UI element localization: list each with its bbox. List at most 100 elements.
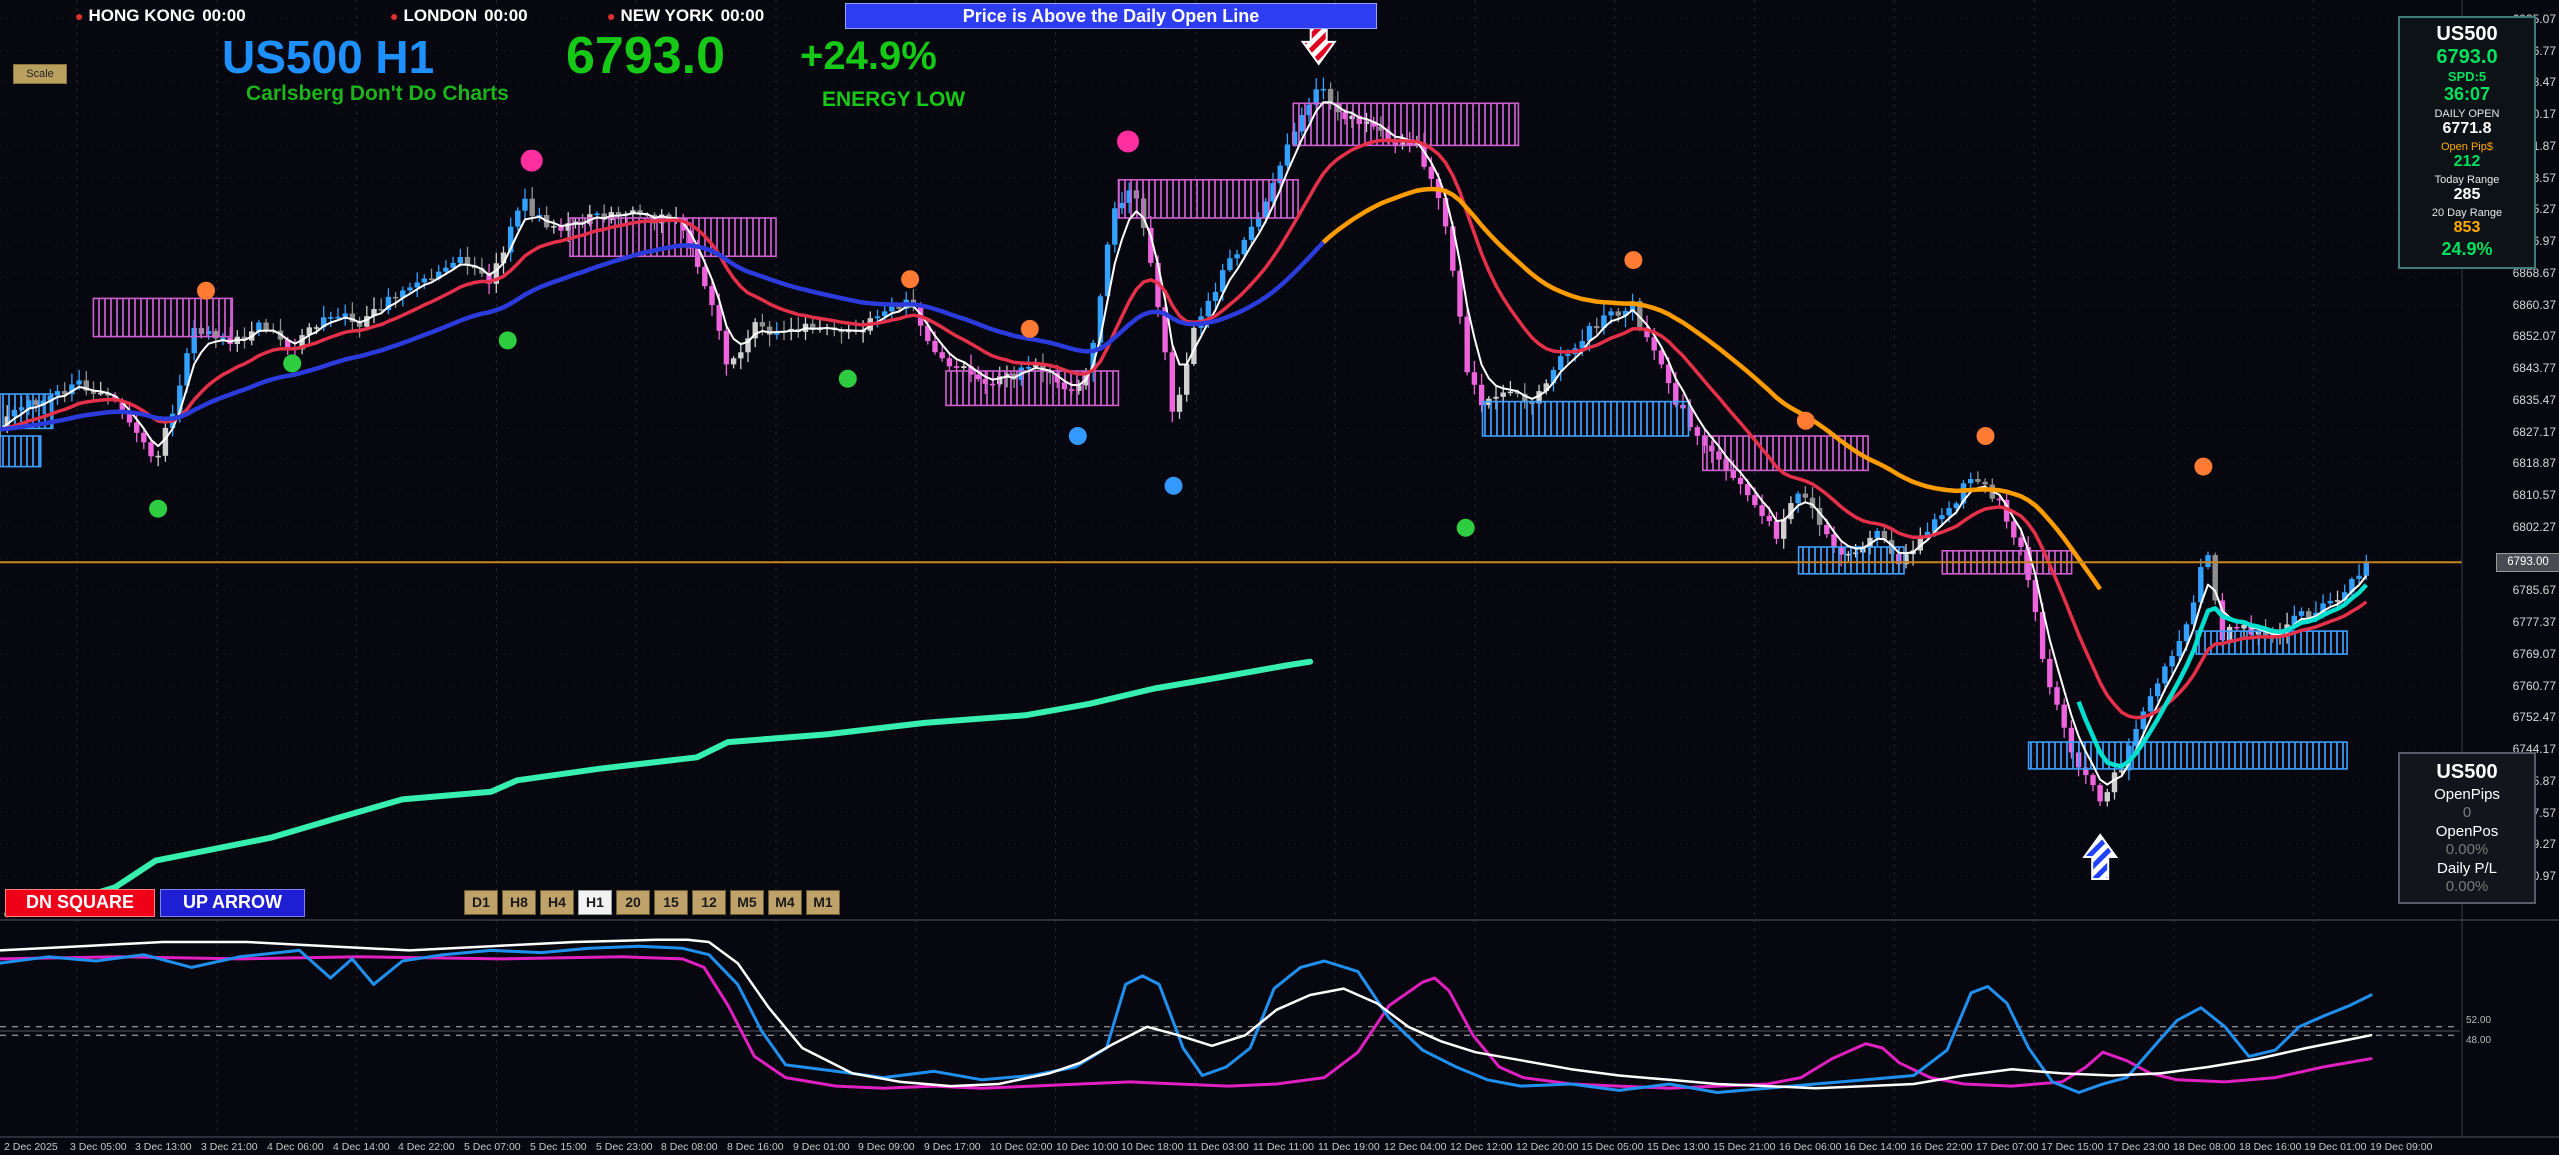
session-time: 00:00: [720, 6, 765, 25]
today-range-value: 285: [2453, 186, 2481, 203]
price-axis-label: 6769.07: [2512, 647, 2556, 661]
time-axis-label: 12 Dec 12:00: [1450, 1141, 1513, 1153]
day20-range-label: 20 Day Range: [2431, 207, 2503, 219]
up-arrow-button[interactable]: UP ARROW: [160, 889, 305, 917]
time-axis-label: 16 Dec 14:00: [1844, 1141, 1907, 1153]
openpips-value: 0: [2462, 804, 2472, 821]
open-pips-label: Open Pip$: [2441, 141, 2493, 153]
open-pips-value: 212: [2453, 153, 2481, 170]
session-label-hongkong: ● HONG KONG 00:00: [75, 6, 246, 26]
price-axis-label: 6818.87: [2512, 456, 2556, 470]
daily-open-status-banner: Price is Above the Daily Open Line: [845, 3, 1377, 29]
time-axis-label: 15 Dec 05:00: [1581, 1141, 1644, 1153]
session-dot-icon: ●: [390, 8, 399, 24]
timeframe-button-h4[interactable]: H4: [540, 890, 574, 915]
time-axis-label: 11 Dec 19:00: [1318, 1141, 1380, 1153]
time-axis-label: 19 Dec 01:00: [2304, 1141, 2367, 1153]
session-dot-icon: ●: [75, 8, 84, 24]
timeframe-button-d1[interactable]: D1: [464, 890, 498, 915]
oscillator-level-label: 52.00: [2466, 1015, 2492, 1026]
timeframe-button-h8[interactable]: H8: [502, 890, 536, 915]
time-axis-label: 3 Dec 05:00: [70, 1141, 127, 1153]
range-percent-value: 24.9%: [2441, 239, 2493, 259]
session-time: 00:00: [484, 6, 528, 25]
time-axis-label: 10 Dec 18:00: [1121, 1141, 1184, 1153]
price-axis-label: 6835.47: [2512, 393, 2556, 407]
time-axis-label: 17 Dec 23:00: [2107, 1141, 2170, 1153]
timeframe-button-m4[interactable]: M4: [768, 890, 802, 915]
energy-status: ENERGY LOW: [822, 88, 966, 111]
price-axis-label: 6860.37: [2512, 298, 2556, 312]
time-axis-label: 16 Dec 22:00: [1910, 1141, 1973, 1153]
time-axis-label: 17 Dec 07:00: [1976, 1141, 2039, 1153]
timeframe-button-row: D1 H8 H4 H1 20 15 12 M5 M4 M1: [464, 890, 844, 915]
price-axis-label: 6852.07: [2512, 329, 2556, 343]
price-axis-label: 6810.57: [2512, 488, 2556, 502]
scale-button[interactable]: Scale: [13, 64, 67, 84]
position-symbol: US500: [2436, 761, 2498, 783]
info-price: 6793.0: [2436, 46, 2498, 68]
info-spread: SPD:5: [2447, 69, 2487, 84]
time-axis-label: 9 Dec 17:00: [924, 1141, 981, 1153]
price-axis-label: 6777.37: [2512, 615, 2556, 629]
timeframe-button-20[interactable]: 20: [616, 890, 650, 915]
time-axis-label: 4 Dec 14:00: [333, 1141, 390, 1153]
time-axis-label: 3 Dec 13:00: [135, 1141, 192, 1153]
session-name: HONG KONG: [88, 6, 196, 25]
time-axis-label: 8 Dec 08:00: [661, 1141, 718, 1153]
time-axis-label: 5 Dec 23:00: [596, 1141, 653, 1153]
openpips-label: OpenPips: [2434, 786, 2500, 803]
openpos-value: 0.00%: [2445, 841, 2489, 858]
timeframe-button-12[interactable]: 12: [692, 890, 726, 915]
price-axis-label: 6760.77: [2512, 679, 2556, 693]
time-axis-label: 12 Dec 20:00: [1516, 1141, 1579, 1153]
price-axis-label: 6802.27: [2512, 520, 2556, 534]
chart-subtitle: Carlsberg Don't Do Charts: [246, 82, 509, 105]
time-axis-label: 12 Dec 04:00: [1384, 1141, 1447, 1153]
info-symbol: US500: [2436, 23, 2498, 45]
current-price-display: 6793.0: [566, 27, 726, 85]
time-axis-label: 17 Dec 15:00: [2041, 1141, 2104, 1153]
openpos-label: OpenPos: [2435, 823, 2499, 840]
position-info-panel: US500 OpenPips 0 OpenPos 0.00% Daily P/L…: [2398, 752, 2536, 904]
session-label-london: ● LONDON 00:00: [390, 6, 528, 26]
price-axis-label: 6868.67: [2512, 266, 2556, 280]
time-axis-label: 5 Dec 07:00: [464, 1141, 521, 1153]
candle-timer: 36:07: [2443, 84, 2491, 104]
time-axis-label: 4 Dec 22:00: [398, 1141, 455, 1153]
time-axis-label: 8 Dec 16:00: [727, 1141, 784, 1153]
time-axis-label: 3 Dec 21:00: [201, 1141, 258, 1153]
time-axis-label: 10 Dec 10:00: [1056, 1141, 1119, 1153]
session-time: 00:00: [202, 6, 246, 25]
daily-pl-label: Daily P/L: [2436, 860, 2498, 877]
price-axis-label: 6785.67: [2512, 583, 2556, 597]
time-axis-label: 9 Dec 01:00: [793, 1141, 850, 1153]
session-dot-icon: ●: [607, 8, 616, 24]
session-name: LONDON: [403, 6, 478, 25]
price-axis-label: 6827.17: [2512, 425, 2556, 439]
timeframe-button-m5[interactable]: M5: [730, 890, 764, 915]
time-axis-label: 9 Dec 09:00: [858, 1141, 915, 1153]
time-axis-label: 11 Dec 03:00: [1187, 1141, 1249, 1153]
dn-square-button[interactable]: DN SQUARE: [5, 889, 155, 917]
time-axis-label: 16 Dec 06:00: [1779, 1141, 1842, 1153]
day20-range-value: 853: [2453, 219, 2481, 236]
price-axis-label: 6843.77: [2512, 361, 2556, 375]
daily-open-label: DAILY OPEN: [2434, 108, 2500, 120]
timeframe-button-m1[interactable]: M1: [806, 890, 840, 915]
timeframe-button-15[interactable]: 15: [654, 890, 688, 915]
time-axis-label: 19 Dec 09:00: [2370, 1141, 2433, 1153]
today-range-label: Today Range: [2434, 174, 2500, 186]
time-axis-label: 18 Dec 16:00: [2239, 1141, 2302, 1153]
oscillator-level-label: 48.00: [2466, 1035, 2492, 1046]
current-price-tag: 6793.00: [2496, 553, 2559, 572]
time-axis-label: 15 Dec 13:00: [1647, 1141, 1710, 1153]
time-axis-label: 2 Dec 2025: [4, 1141, 58, 1153]
time-axis-label: 15 Dec 21:00: [1713, 1141, 1776, 1153]
chart-title: US500 H1: [222, 31, 435, 83]
time-axis-label: 5 Dec 15:00: [530, 1141, 587, 1153]
timeframe-button-h1[interactable]: H1: [578, 890, 612, 915]
session-name: NEW YORK: [620, 6, 714, 25]
